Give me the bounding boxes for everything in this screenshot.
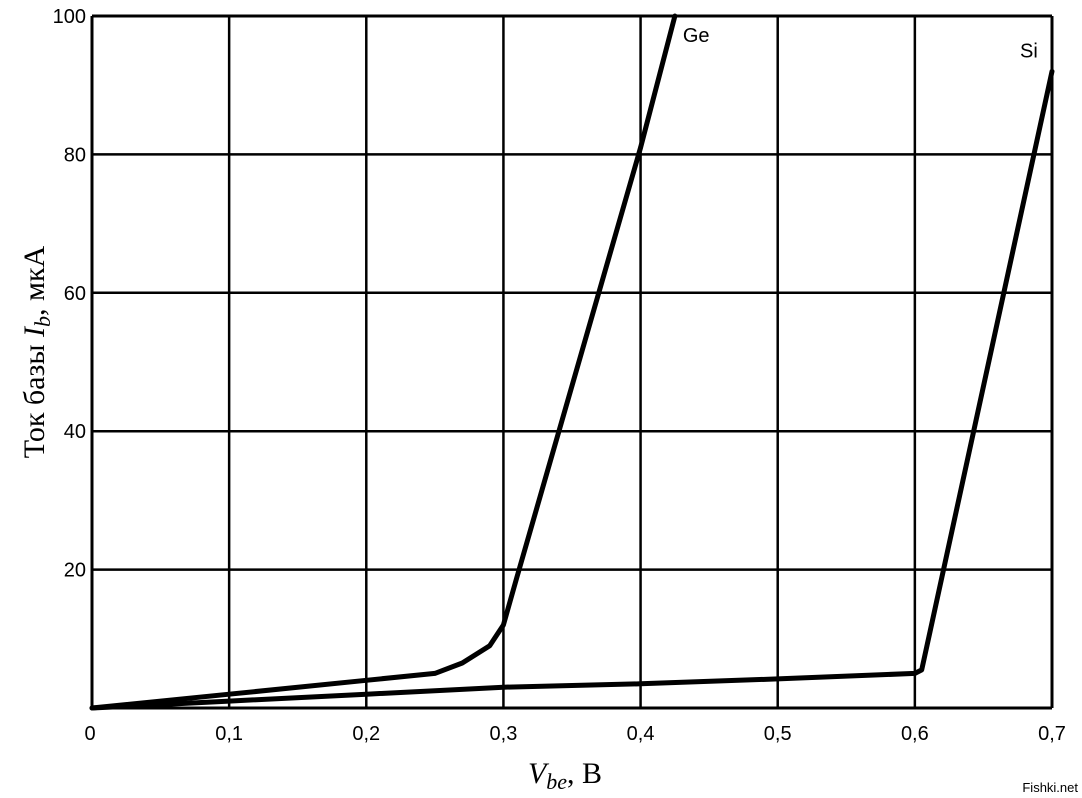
series-label-ge: Ge (683, 25, 710, 47)
x-tick-label: 0,7 (1038, 723, 1066, 745)
series-label-si: Si (1020, 40, 1038, 62)
y-tick-label: 60 (64, 283, 86, 305)
series-line-ge (89, 13, 678, 711)
grid-lines (90, 14, 1054, 710)
y-axis-title: Ток базы Ib, мкА (18, 245, 55, 458)
x-tick-label: 0,5 (764, 723, 792, 745)
tick-labels: 0 0,1 0,2 0,3 0,4 0,5 0,6 0,7 20 40 60 80 100 (53, 6, 1066, 745)
watermark: Fishki.net (1022, 780, 1078, 795)
y-tick-label: 40 (64, 421, 86, 443)
series-lines (89, 13, 1055, 711)
x-tick-label: 0 (84, 723, 95, 745)
x-axis-title: Vbe, В (528, 757, 602, 794)
series-labels: Ge Si (683, 25, 1038, 62)
x-tick-label: 0,3 (490, 723, 518, 745)
x-tick-label: 0,6 (901, 723, 929, 745)
y-tick-label: 20 (64, 560, 86, 582)
x-tick-label: 0,2 (352, 723, 380, 745)
x-tick-label: 0,4 (627, 723, 655, 745)
y-tick-label: 80 (64, 144, 86, 166)
y-tick-label: 100 (53, 6, 86, 28)
x-tick-label: 0,1 (215, 723, 243, 745)
series-line-si (89, 68, 1055, 711)
